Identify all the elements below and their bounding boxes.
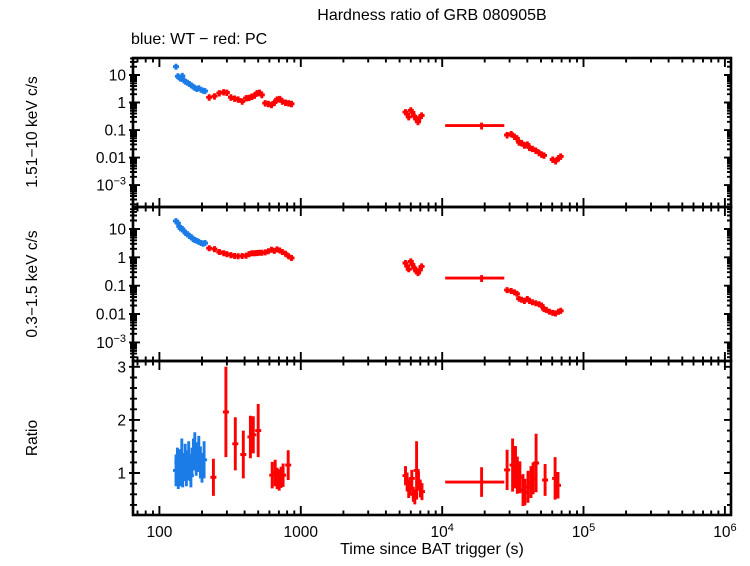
x-tick-label: 1000: [284, 524, 319, 541]
x-tick-label: 100: [146, 524, 172, 541]
y-tick-label: 1: [117, 95, 126, 112]
y-tick-label: 10−3: [96, 333, 126, 352]
y-tick-label: 1: [117, 466, 126, 483]
x-tick-label: 106: [713, 522, 736, 541]
y-tick-label: 0.1: [104, 123, 126, 140]
panel-ratio: 1 2 3: [117, 359, 733, 517]
series-pc-ratio: [210, 366, 561, 506]
panel-hard-band: 10 1 0.1 0.01 10−3: [96, 56, 733, 209]
y-tick-label: 0.01: [96, 150, 126, 167]
series-wt-hard-band: [173, 63, 208, 95]
y-tick-label: 10−3: [96, 176, 126, 195]
x-tick-label: 104: [431, 522, 454, 541]
series-pc-hard-band: [206, 89, 564, 165]
series-wt-soft-band: [173, 218, 208, 247]
y-tick-label: 1: [117, 250, 126, 267]
y-tick-label: 0.01: [96, 307, 126, 324]
y-tick-label: 2: [117, 412, 126, 429]
chart-title: Hardness ratio of GRB 080905B: [317, 7, 547, 24]
chart-legend-subtitle: blue: WT − red: PC: [131, 31, 268, 48]
y-tick-label: 10: [109, 222, 127, 239]
y-tick-label: 0.1: [104, 278, 126, 295]
y-tick-label: 3: [117, 359, 126, 376]
x-axis-label: Time since BAT trigger (s): [340, 541, 524, 558]
series-pc-soft-band: [206, 245, 564, 317]
y-tick-label: 10: [109, 68, 127, 85]
x-tick-label: 105: [572, 522, 595, 541]
series-wt-ratio: [173, 432, 208, 489]
panel-soft-band: 10 1 0.1 0.01 10−3: [96, 205, 733, 363]
